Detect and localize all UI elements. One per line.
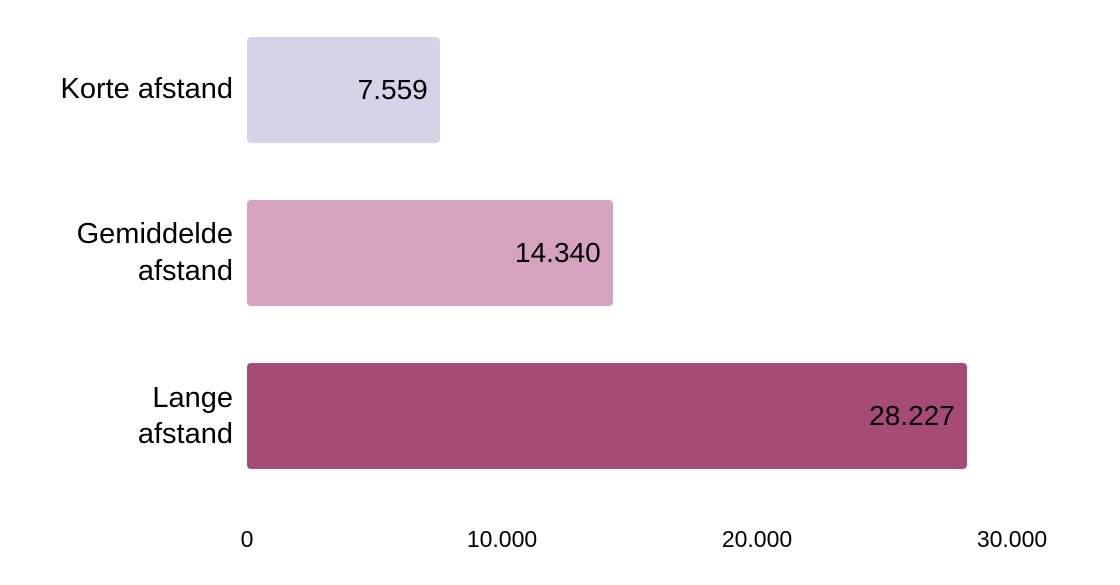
x-axis-tick-label: 30.000 [976,526,1048,552]
chart-row-gemiddelde-afstand: Gemiddelde afstand 14.340 [0,171,1012,334]
bar-value-label: 14.340 [515,236,601,268]
bar-lange-afstand: 28.227 [247,363,967,470]
x-axis-tick-label: 0 [240,526,254,552]
category-label-korte-afstand: Korte afstand [0,71,234,108]
category-label-line: Korte afstand [60,73,234,106]
x-axis-tick-label: 10.000 [466,526,538,552]
bar-value-label: 28.227 [869,400,955,432]
plot-area: Korte afstand 7.559 Gemiddelde afstand 14.34… [0,8,1012,498]
category-label-line: afstand [137,254,233,287]
category-label-line: Lange [152,381,233,414]
bar-gemiddelde-afstand: 14.340 [247,199,613,306]
bar-track: 14.340 [247,199,1012,306]
x-axis-tick-label: 20.000 [721,526,793,552]
category-label-lange-afstand: Lange afstand [0,380,233,453]
bar-korte-afstand: 7.559 [247,36,440,143]
chart-row-korte-afstand: Korte afstand 7.559 [0,8,1012,171]
category-label-line: afstand [137,418,233,451]
bar-value-label: 7.559 [357,73,428,105]
category-label-line: Gemiddelde [76,218,233,251]
bar-track: 28.227 [247,363,1012,470]
category-label-gemiddelde-afstand: Gemiddelde afstand [0,216,233,289]
x-axis: 0 10.000 20.000 30.000 [241,526,1048,558]
chart-row-lange-afstand: Lange afstand 28.227 [0,335,1012,498]
bar-track: 7.559 [247,36,1012,143]
